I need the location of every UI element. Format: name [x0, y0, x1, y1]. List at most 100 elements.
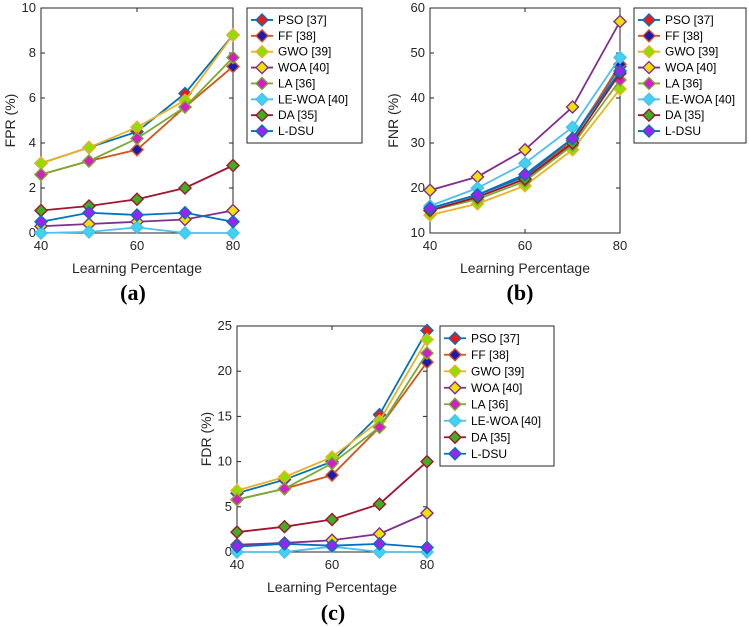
panel-label: (b) [507, 280, 534, 305]
data-point [277, 481, 292, 496]
series-l-dsu [230, 536, 434, 555]
legend-item-da-35: DA [35] [251, 108, 317, 122]
legend-label: FF [38] [665, 29, 703, 43]
legend [439, 325, 555, 467]
legend-label: DA [35] [278, 108, 317, 122]
legend-label: PSO [37] [471, 331, 520, 345]
legend-label: FF [38] [278, 29, 316, 43]
y-tick-label: 10 [22, 0, 36, 15]
y-tick-label: 2 [29, 180, 36, 195]
panel-label: (a) [120, 280, 146, 305]
data-point [277, 519, 292, 534]
data-point [423, 183, 437, 198]
data-point [565, 100, 580, 114]
data-point [420, 332, 434, 347]
data-point [226, 50, 240, 65]
x-tick-label: 40 [34, 238, 48, 253]
data-point [34, 214, 48, 229]
legend [633, 7, 747, 144]
legend-label: GWO [39] [471, 364, 524, 378]
y-tick-label: 0 [29, 225, 36, 240]
data-point [230, 539, 244, 554]
y-tick-label: 30 [411, 135, 425, 150]
legend-marker [642, 12, 656, 27]
x-tick-label: 60 [130, 238, 144, 253]
series-l-dsu [423, 64, 627, 216]
data-point [82, 205, 96, 220]
legend-label: DA [35] [665, 108, 704, 122]
legend-label: WOA [40] [278, 61, 329, 75]
legend-item-la-36: LA [36] [638, 76, 702, 90]
data-point [372, 536, 387, 551]
legend-item-gwo-39: GWO [39] [638, 45, 718, 59]
legend-marker [255, 28, 269, 43]
series-l-dsu [34, 205, 240, 229]
legend-item-l-dsu: L-DSU [444, 447, 507, 461]
legend-item-le-woa-40: LE-WOA [40] [251, 92, 348, 106]
y-axis-label: FDR (%) [198, 412, 214, 466]
panel-label: (c) [321, 600, 345, 625]
chart-panel-c: 0 5 10 15 20 25 40 60 80 Learning Percentage FDR (… [198, 318, 555, 625]
legend-item-pso-37: PSO [37] [444, 331, 520, 345]
legend-label: L-DSU [278, 124, 314, 138]
legend-label: LE-WOA [40] [471, 414, 541, 428]
data-point [613, 14, 627, 29]
legend-item-gwo-39: GWO [39] [251, 45, 331, 59]
data-point [565, 131, 580, 146]
legend-marker [448, 413, 462, 428]
data-point [325, 538, 339, 553]
data-point [130, 192, 144, 207]
data-point [325, 512, 339, 527]
data-point [82, 140, 96, 155]
series-woa-40 [423, 14, 627, 198]
legend-marker [642, 28, 656, 43]
x-axis-label: Learning Percentage [267, 579, 397, 595]
data-point [34, 167, 48, 182]
x-tick-label: 80 [613, 238, 627, 253]
legend-label: LE-WOA [40] [278, 92, 348, 106]
data-point [230, 525, 244, 540]
legend-label: LA [36] [278, 76, 315, 90]
legend-label: DA [35] [471, 430, 510, 444]
data-point [518, 167, 532, 182]
data-point [277, 545, 292, 559]
legend-item-da-35: DA [35] [638, 108, 704, 122]
y-tick-label: 6 [29, 90, 36, 105]
legend-item-ff-38: FF [38] [444, 348, 509, 362]
data-point [423, 201, 437, 216]
y-axis-label: FPR (%) [2, 94, 18, 148]
y-tick-label: 5 [225, 499, 232, 514]
legend-marker [255, 108, 269, 123]
legend-item-ff-38: FF [38] [638, 29, 703, 43]
legend-item-ff-38: FF [38] [251, 29, 316, 43]
legend-marker [448, 331, 462, 346]
chart-panel-a: 0 2 4 6 8 10 40 60 80 Learning Percentage FPR (%) P… [2, 0, 363, 305]
data-point [420, 540, 434, 555]
legend-label: WOA [40] [471, 381, 522, 395]
legend-label: L-DSU [471, 447, 507, 461]
legend-marker [255, 12, 269, 27]
data-point [130, 220, 144, 235]
legend-label: GWO [39] [665, 45, 718, 59]
legend-label: LA [36] [471, 397, 508, 411]
data-point [226, 28, 240, 42]
data-point [130, 208, 144, 222]
legend-marker [642, 76, 656, 91]
legend-marker [255, 92, 269, 107]
x-tick-label: 40 [230, 557, 244, 572]
legend-item-woa-40: WOA [40] [251, 61, 329, 75]
legend-item-l-dsu: L-DSU [638, 124, 701, 138]
y-tick-label: 25 [218, 318, 232, 333]
data-point [34, 226, 48, 240]
data-point [372, 420, 387, 435]
data-point [130, 142, 144, 157]
legend-marker [448, 380, 462, 395]
legend-marker [255, 124, 269, 139]
y-tick-label: 50 [411, 45, 425, 60]
x-tick-label: 40 [423, 238, 437, 253]
legend-label: PSO [37] [665, 13, 714, 27]
data-point [613, 64, 627, 78]
data-point [325, 456, 339, 471]
series-la-36 [230, 346, 434, 507]
series-la-36 [34, 50, 240, 182]
